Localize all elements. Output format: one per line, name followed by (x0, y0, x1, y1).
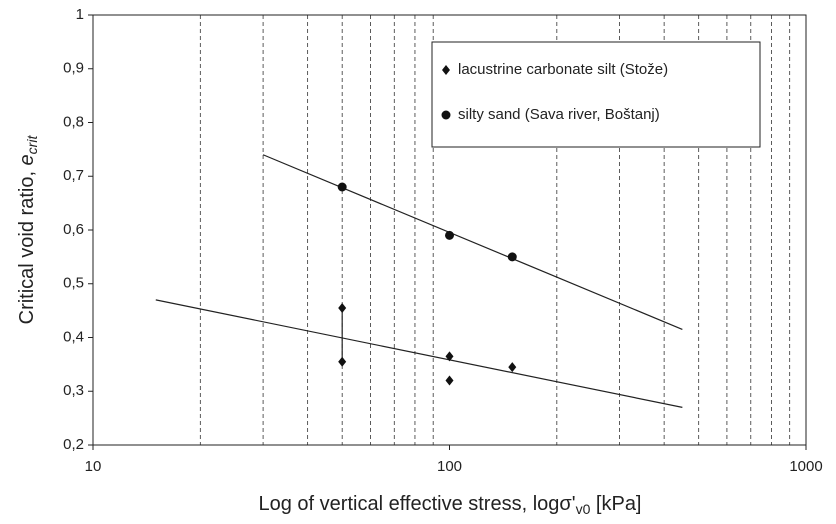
x-title-main: Log of vertical effective stress, logσ' (259, 493, 576, 515)
x-tick-label: 1000 (789, 458, 822, 475)
y-tick-label: 1 (76, 6, 84, 23)
y-tick-label: 0,4 (63, 328, 84, 345)
diamond-point (445, 351, 454, 362)
y-tick-label: 0,9 (63, 60, 84, 77)
y-tick-label: 0,8 (63, 113, 84, 130)
x-title-sub: v0 (576, 501, 591, 517)
y-title-sub: crit (24, 135, 40, 155)
legend-text: lacustrine carbonate silt (Stože) (458, 61, 668, 78)
circle-point (507, 252, 517, 262)
diamond-point (338, 302, 347, 313)
y-tick-label: 0,5 (63, 275, 84, 292)
y-tick-label: 0,6 (63, 221, 84, 238)
diamond-point (508, 362, 517, 373)
legend-marker (441, 110, 451, 120)
legend-box (431, 41, 761, 148)
legend-text: silty sand (Sava river, Boštanj) (458, 106, 660, 123)
trend-line (262, 154, 683, 330)
circle-point (445, 230, 454, 240)
y-tick-label: 0,3 (63, 382, 84, 399)
x-title-after: [kPa] (590, 493, 641, 515)
y-title-var: e (16, 154, 38, 165)
diamond-point (445, 375, 454, 386)
x-axis-title: Log of vertical effective stress, logσ'v… (259, 493, 642, 516)
diamond-point (338, 356, 347, 367)
trend-line (155, 299, 683, 408)
circle-point (337, 182, 347, 192)
x-tick-label: 10 (85, 458, 102, 475)
y-title-main: Critical void ratio, (16, 165, 38, 324)
y-tick-label: 0,2 (63, 436, 84, 453)
x-tick-label: 100 (437, 458, 462, 475)
y-tick-label: 0,7 (63, 167, 84, 184)
legend-marker (442, 65, 450, 75)
legend: lacustrine carbonate silt (Stože) silty s… (431, 41, 761, 148)
y-axis-title: Critical void ratio, ecrit (16, 135, 39, 325)
